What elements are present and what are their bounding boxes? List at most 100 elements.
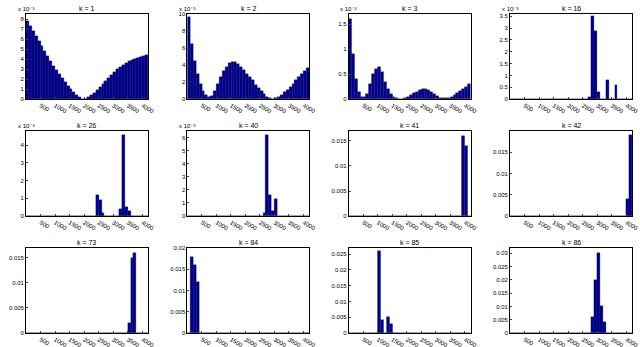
svg-text:0: 0 (21, 330, 25, 336)
svg-text:1: 1 (21, 86, 25, 92)
svg-text:0.005: 0.005 (493, 317, 509, 323)
svg-text:3500: 3500 (126, 336, 141, 347)
svg-text:1000: 1000 (537, 219, 552, 231)
svg-text:6: 6 (21, 36, 25, 42)
svg-text:0.5: 0.5 (338, 71, 347, 77)
svg-text:4000: 4000 (624, 102, 639, 114)
svg-text:3500: 3500 (448, 102, 463, 114)
svg-text:500: 500 (523, 102, 535, 113)
svg-text:2500: 2500 (419, 336, 434, 347)
svg-text:1000: 1000 (53, 336, 68, 347)
svg-text:1500: 1500 (68, 102, 83, 114)
svg-text:3000: 3000 (434, 219, 449, 231)
svg-text:4: 4 (21, 56, 25, 62)
svg-text:2000: 2000 (405, 102, 420, 114)
svg-text:3: 3 (21, 66, 25, 72)
svg-text:0.005: 0.005 (493, 192, 509, 198)
svg-text:0: 0 (21, 213, 25, 219)
svg-text:3500: 3500 (448, 336, 463, 347)
svg-text:0.015: 0.015 (332, 138, 348, 144)
svg-text:6: 6 (182, 45, 186, 51)
svg-text:0.005: 0.005 (332, 188, 348, 194)
svg-text:k = 3: k = 3 (402, 5, 417, 12)
svg-text:0.5: 0.5 (500, 84, 509, 90)
svg-text:0.01: 0.01 (335, 163, 347, 169)
svg-text:0.015: 0.015 (9, 255, 25, 261)
svg-text:4000: 4000 (463, 102, 478, 114)
svg-text:1: 1 (343, 46, 347, 52)
svg-text:0: 0 (343, 96, 347, 102)
svg-text:500: 500 (200, 219, 212, 230)
svg-text:2: 2 (182, 79, 186, 85)
svg-text:k = 1: k = 1 (79, 5, 94, 12)
svg-text:x 10⁻³: x 10⁻³ (18, 6, 35, 12)
svg-text:1: 1 (505, 73, 509, 79)
svg-text:2000: 2000 (405, 219, 420, 231)
svg-text:2500: 2500 (581, 219, 596, 231)
svg-text:500: 500 (200, 102, 212, 113)
svg-text:0.005: 0.005 (9, 305, 25, 311)
svg-text:500: 500 (200, 336, 212, 347)
svg-text:k = 73: k = 73 (77, 239, 96, 246)
svg-text:500: 500 (39, 336, 51, 347)
svg-text:0: 0 (182, 330, 186, 336)
svg-text:500: 500 (361, 102, 373, 113)
svg-text:2500: 2500 (97, 336, 112, 347)
svg-text:0.01: 0.01 (335, 299, 347, 305)
svg-text:k = 41: k = 41 (400, 122, 419, 129)
svg-text:3500: 3500 (610, 102, 625, 114)
svg-text:1500: 1500 (552, 336, 567, 347)
svg-text:2500: 2500 (97, 102, 112, 114)
svg-text:4000: 4000 (140, 336, 155, 347)
svg-text:4: 4 (21, 142, 25, 148)
svg-text:2500: 2500 (419, 102, 434, 114)
svg-text:k = 85: k = 85 (400, 239, 419, 246)
svg-text:4000: 4000 (140, 219, 155, 231)
svg-text:0.02: 0.02 (335, 267, 347, 273)
svg-text:4000: 4000 (140, 102, 155, 114)
svg-text:1000: 1000 (537, 102, 552, 114)
svg-text:0.03: 0.03 (496, 250, 508, 256)
svg-text:3000: 3000 (595, 102, 610, 114)
svg-text:1500: 1500 (229, 336, 244, 347)
svg-text:3000: 3000 (434, 102, 449, 114)
svg-text:0.01: 0.01 (12, 280, 24, 286)
svg-text:3000: 3000 (111, 219, 126, 231)
svg-text:1000: 1000 (214, 336, 229, 347)
svg-text:1500: 1500 (229, 102, 244, 114)
svg-text:8: 8 (21, 16, 25, 22)
svg-text:2500: 2500 (97, 219, 112, 231)
svg-text:1000: 1000 (214, 219, 229, 231)
svg-text:500: 500 (523, 219, 535, 230)
svg-text:6: 6 (182, 135, 186, 141)
svg-text:3000: 3000 (272, 336, 287, 347)
svg-text:k = 86: k = 86 (562, 239, 581, 246)
svg-text:0.015: 0.015 (170, 266, 186, 272)
svg-text:1000: 1000 (376, 219, 391, 231)
svg-text:4000: 4000 (624, 336, 639, 347)
svg-text:2000: 2000 (82, 102, 97, 114)
svg-text:4000: 4000 (301, 336, 316, 347)
svg-text:2500: 2500 (581, 336, 596, 347)
svg-text:3500: 3500 (448, 219, 463, 231)
svg-text:x 10⁻³: x 10⁻³ (179, 6, 196, 12)
svg-text:0.01: 0.01 (496, 171, 508, 177)
svg-text:2000: 2000 (243, 102, 258, 114)
svg-text:1: 1 (21, 195, 25, 201)
svg-text:3000: 3000 (272, 219, 287, 231)
svg-text:1000: 1000 (376, 336, 391, 347)
svg-text:7: 7 (21, 26, 25, 32)
svg-text:1500: 1500 (552, 102, 567, 114)
svg-text:2000: 2000 (82, 336, 97, 347)
svg-text:0: 0 (505, 330, 509, 336)
svg-text:0: 0 (505, 96, 509, 102)
svg-text:x 10⁻³: x 10⁻³ (340, 6, 357, 12)
svg-text:500: 500 (523, 336, 535, 347)
svg-text:2: 2 (21, 76, 25, 82)
svg-text:2500: 2500 (419, 219, 434, 231)
svg-text:1000: 1000 (53, 219, 68, 231)
svg-text:0.005: 0.005 (170, 309, 186, 315)
svg-text:1.5: 1.5 (338, 21, 347, 27)
svg-text:1: 1 (182, 200, 186, 206)
svg-text:0.02: 0.02 (174, 245, 186, 251)
